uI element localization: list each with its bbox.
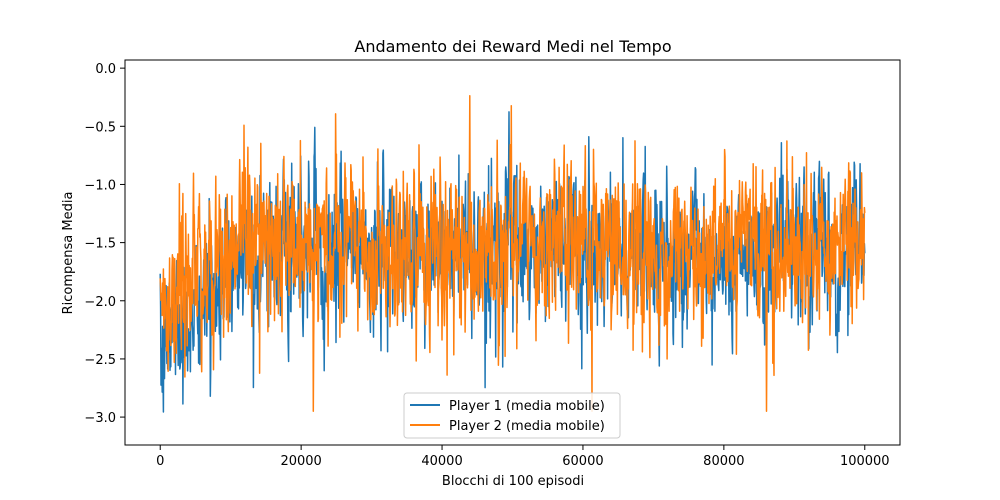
y-tick-label: −1.0 — [84, 178, 116, 193]
x-tick-label: 0 — [156, 454, 164, 469]
legend-box — [403, 392, 621, 439]
series-layer — [159, 95, 866, 413]
x-tick-label: 100000 — [840, 454, 890, 469]
x-tick-label: 40000 — [421, 454, 462, 469]
y-tick-label: −0.5 — [84, 120, 116, 135]
y-tick-label: 0.0 — [95, 62, 116, 77]
x-tick-label: 20000 — [280, 454, 321, 469]
legend-label-player-1: Player 1 (media mobile) — [449, 399, 605, 414]
x-tick-label: 60000 — [562, 454, 603, 469]
legend: Player 1 (media mobile) Player 2 (media … — [403, 392, 621, 439]
x-axis: 0 20000 40000 60000 80000 100000 — [156, 445, 890, 469]
plot-frame — [124, 59, 901, 446]
chart-title: Andamento dei Reward Medi nel Tempo — [354, 37, 671, 56]
y-axis-label: Ricompensa Media — [61, 192, 76, 315]
legend-label-player-2: Player 2 (media mobile) — [449, 419, 605, 434]
y-tick-label: −2.5 — [84, 353, 116, 368]
y-axis: 0.0 −0.5 −1.0 −1.5 −2.0 −2.5 −3.0 — [84, 62, 125, 426]
y-tick-label: −3.0 — [84, 411, 116, 426]
y-tick-label: −1.5 — [84, 237, 116, 252]
x-tick-label: 80000 — [703, 454, 744, 469]
x-axis-label: Blocchi di 100 episodi — [442, 474, 584, 489]
series-line-player-2 — [159, 95, 866, 413]
y-tick-label: −2.0 — [84, 295, 116, 310]
